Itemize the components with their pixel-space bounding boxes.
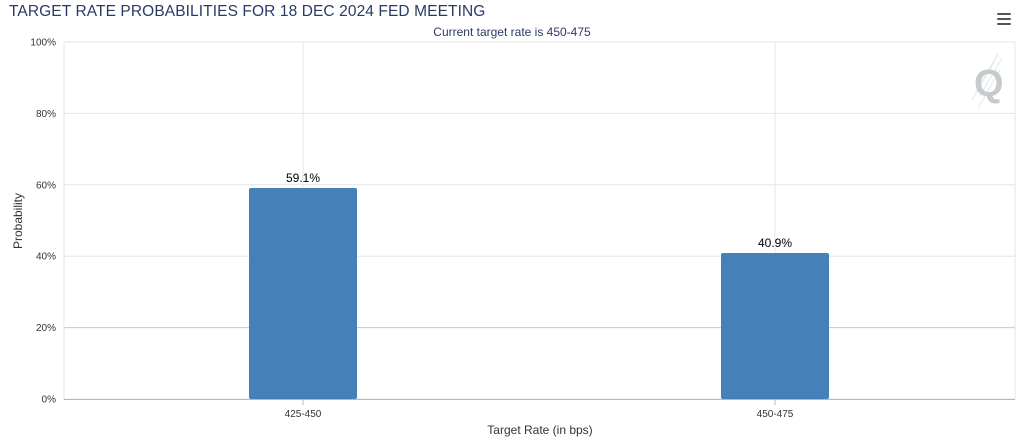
x-axis-title: Target Rate (in bps) [487,423,592,437]
y-tick-label: 80% [36,109,56,120]
y-tick-label: 20% [36,323,56,334]
bar-data-label: 59.1% [286,171,320,185]
y-axis-title: Probability [11,193,25,249]
bar-data-label: 40.9% [758,236,792,250]
bars-layer [249,188,829,399]
y-tick-label: 0% [42,395,57,406]
y-tick-label: 100% [30,38,56,49]
menu-line [997,12,1011,15]
chart-subtitle: Current target rate is 450-475 [433,25,591,39]
hamburger-menu-icon[interactable] [993,10,1015,30]
menu-line [997,22,1011,25]
y-tick-label: 60% [36,180,56,191]
bar[interactable] [249,188,357,399]
quikstrike-logo-watermark: Q [971,53,1004,109]
logo-letter: Q [974,63,1004,105]
chart-title: TARGET RATE PROBABILITIES FOR 18 DEC 202… [9,3,486,20]
grid-layer [63,41,1016,405]
bar[interactable] [721,252,829,399]
y-tick-label: 40% [36,252,56,263]
x-tick-label: 425-450 [285,409,322,420]
labels-layer: 0% 20% 40% 60% 80% 100% 59.1% 425-450 40.9% 450-4… [30,38,793,421]
menu-line [997,17,1011,20]
x-tick-label: 450-475 [757,409,794,420]
